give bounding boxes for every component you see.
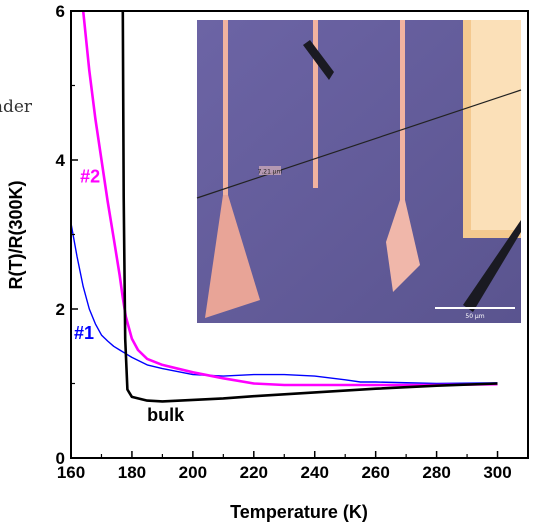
series-annotation: bulk (147, 405, 185, 425)
series-line-2 (81, 11, 498, 387)
inset-measure-label: 7.21 µm (258, 169, 283, 176)
series-annotation: #1 (74, 323, 94, 343)
y-tick-label: 4 (56, 151, 66, 170)
annotation-layer: #2 #1 bulk (74, 166, 185, 424)
scale-bar-label: 50 µm (465, 313, 484, 320)
y-tick-label: 6 (56, 2, 65, 21)
x-tick-label: 220 (240, 463, 268, 482)
x-tick-label: 280 (422, 463, 450, 482)
y-tick-label: 2 (56, 300, 65, 319)
y-axis-label: R(T)/R(300K) (6, 180, 26, 289)
x-tick-label: 240 (301, 463, 329, 482)
series-layer (71, 11, 498, 403)
x-tick-label: 180 (118, 463, 146, 482)
tick-layer: 160 180 200 220 240 260 280 300 0 2 4 6 (56, 2, 529, 482)
x-tick-label: 160 (57, 463, 85, 482)
cropped-text-fragment: nder (0, 97, 33, 117)
x-axis-label: Temperature (K) (230, 502, 368, 522)
series-line-3 (71, 223, 498, 385)
series-line-1 (121, 11, 498, 403)
y-tick-label: 0 (56, 449, 65, 468)
series-annotation: #2 (80, 166, 100, 186)
x-tick-label: 300 (483, 463, 511, 482)
x-tick-label: 260 (361, 463, 389, 482)
x-tick-label: 200 (179, 463, 207, 482)
inset-micrograph: 7.21 µm 50 µm (196, 20, 522, 323)
